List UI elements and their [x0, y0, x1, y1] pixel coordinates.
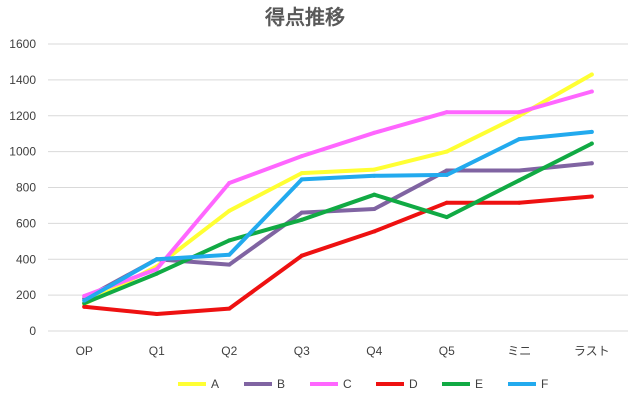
legend-label: B — [277, 377, 285, 391]
data-point-d-4 — [372, 229, 377, 234]
data-point-c-4 — [372, 130, 377, 135]
data-point-f-3 — [299, 177, 304, 182]
series-lines — [82, 72, 594, 316]
series-line-e — [82, 141, 594, 306]
y-tick-label: 0 — [29, 324, 36, 338]
y-tick-label: 200 — [16, 288, 36, 302]
legend-item-c: C — [310, 377, 352, 391]
x-tick-label: Q5 — [439, 344, 455, 358]
y-tick-label: 800 — [16, 181, 36, 195]
series-line-c — [82, 89, 594, 298]
data-point-d-6 — [517, 200, 522, 205]
x-axis-ticks: OP Q1 Q2 Q3 Q4 Q5 ミニ ラスト — [76, 344, 610, 358]
data-point-b-7 — [589, 161, 594, 166]
data-point-c-2 — [227, 181, 232, 186]
data-point-e-4 — [372, 192, 377, 197]
data-point-c-5 — [444, 110, 449, 115]
series-c — [82, 89, 594, 299]
series-e — [82, 141, 594, 306]
chart-title: 得点推移 — [264, 5, 345, 29]
data-point-b-5 — [444, 168, 449, 173]
legend-item-d: D — [376, 377, 418, 391]
y-tick-label: 400 — [16, 252, 36, 266]
data-point-a-2 — [227, 208, 232, 213]
y-tick-label: 1200 — [9, 109, 36, 123]
data-point-c-1 — [154, 267, 159, 272]
data-point-f-0 — [82, 298, 87, 303]
data-point-d-2 — [227, 306, 232, 311]
data-point-c-0 — [82, 294, 87, 299]
data-point-e-6 — [517, 178, 522, 183]
legend-label: E — [475, 377, 483, 391]
data-point-a-6 — [517, 113, 522, 118]
data-point-b-4 — [372, 207, 377, 212]
data-point-a-4 — [372, 167, 377, 172]
legend: A B C D E F — [178, 377, 548, 391]
data-point-e-2 — [227, 238, 232, 243]
x-tick-label: Q2 — [221, 344, 237, 358]
data-point-d-7 — [589, 194, 594, 199]
data-point-d-0 — [82, 304, 87, 309]
x-tick-label: Q1 — [149, 344, 165, 358]
data-point-e-5 — [444, 215, 449, 220]
legend-label: F — [541, 377, 548, 391]
grid-lines — [48, 43, 628, 332]
series-d — [82, 194, 594, 316]
data-point-b-2 — [227, 262, 232, 267]
y-tick-label: 1400 — [9, 73, 36, 87]
data-point-e-3 — [299, 217, 304, 222]
data-point-f-2 — [227, 252, 232, 257]
legend-item-e: E — [442, 377, 483, 391]
data-point-f-1 — [154, 257, 159, 262]
legend-label: D — [409, 377, 418, 391]
series-f — [82, 129, 594, 303]
x-tick-label: OP — [76, 344, 93, 358]
y-tick-label: 1600 — [9, 37, 36, 51]
data-point-a-3 — [299, 171, 304, 176]
y-axis-ticks: 0 200 400 600 800 1000 1200 1400 1600 — [9, 37, 36, 338]
legend-item-a: A — [178, 377, 219, 391]
legend-label: A — [211, 377, 219, 391]
data-point-a-7 — [589, 72, 594, 77]
legend-label: C — [343, 377, 352, 391]
data-point-b-3 — [299, 210, 304, 215]
data-point-f-4 — [372, 173, 377, 178]
series-line-a — [82, 72, 594, 307]
series-line-f — [82, 129, 594, 303]
y-tick-label: 1000 — [9, 145, 36, 159]
x-tick-label: ミニ — [507, 344, 531, 358]
x-tick-label: Q4 — [366, 344, 382, 358]
data-point-c-7 — [589, 89, 594, 94]
x-tick-label: ラスト — [574, 344, 610, 358]
data-point-f-7 — [589, 129, 594, 134]
y-tick-label: 600 — [16, 216, 36, 230]
data-point-d-5 — [444, 200, 449, 205]
legend-item-f: F — [508, 377, 548, 391]
data-point-c-3 — [299, 154, 304, 159]
data-point-e-7 — [589, 141, 594, 146]
data-point-f-6 — [517, 137, 522, 142]
x-tick-label: Q3 — [294, 344, 310, 358]
data-point-f-5 — [444, 172, 449, 177]
data-point-b-6 — [517, 168, 522, 173]
series-line-d — [82, 194, 594, 316]
data-point-a-5 — [444, 149, 449, 154]
data-point-d-3 — [299, 253, 304, 258]
data-point-c-6 — [517, 110, 522, 115]
data-point-d-1 — [154, 311, 159, 316]
legend-item-b: B — [244, 377, 285, 391]
data-point-e-1 — [154, 271, 159, 276]
